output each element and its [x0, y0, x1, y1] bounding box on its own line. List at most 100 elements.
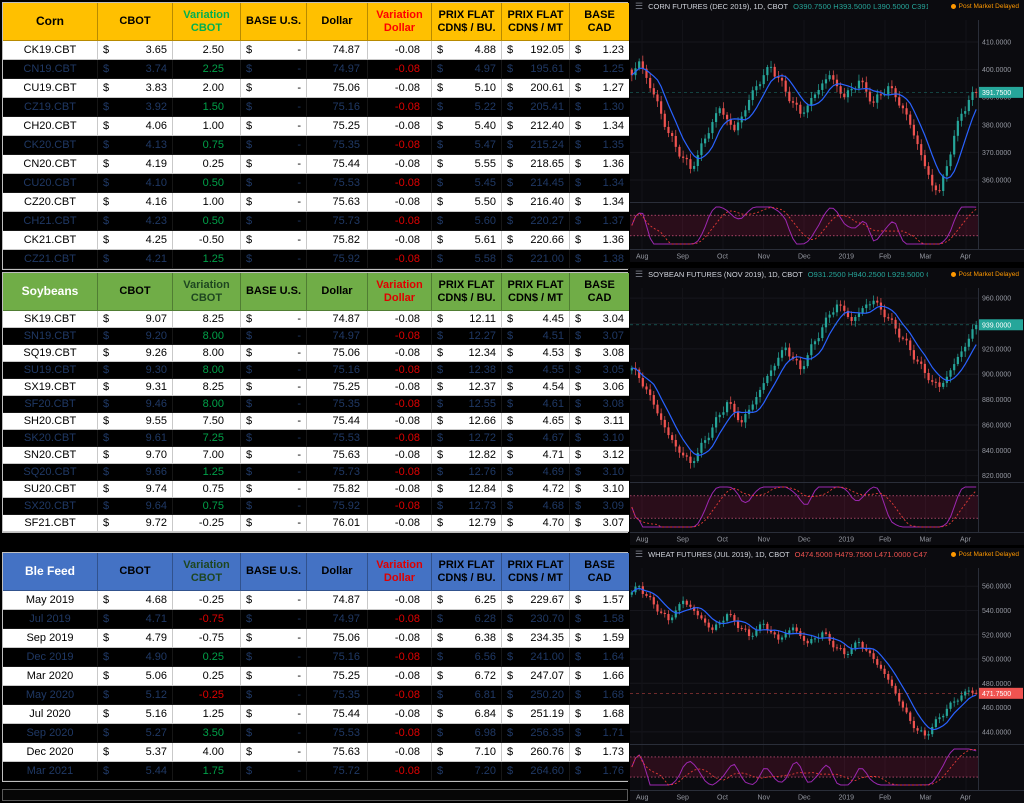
cell-flat_mt[interactable]: $230.70 — [502, 610, 570, 629]
cell-flat_mt[interactable]: $214.45 — [502, 174, 570, 193]
column-header-dollar[interactable]: Dollar — [307, 3, 368, 41]
row-label[interactable]: Jul 2019 — [3, 610, 98, 629]
cell-dollar[interactable]: 75.16 — [307, 362, 368, 379]
row-label[interactable]: CZ20.CBT — [3, 193, 98, 212]
cell-var_cbot[interactable]: -0.75 — [173, 629, 241, 648]
cell-cbot[interactable]: $4.21 — [98, 250, 173, 269]
row-label[interactable]: Dec 2019 — [3, 648, 98, 667]
cell-cbot[interactable]: $4.68 — [98, 591, 173, 610]
cell-var_dollar[interactable]: -0.08 — [368, 481, 432, 498]
cell-flat_bu[interactable]: $12.55 — [432, 396, 502, 413]
row-label[interactable]: SX19.CBT — [3, 379, 98, 396]
cell-flat_mt[interactable]: $4.65 — [502, 413, 570, 430]
cell-var_dollar[interactable]: -0.08 — [368, 193, 432, 212]
row-label[interactable]: SK19.CBT — [3, 311, 98, 328]
cell-flat_mt[interactable]: $215.24 — [502, 136, 570, 155]
cell-var_dollar[interactable]: -0.08 — [368, 648, 432, 667]
cell-flat_mt[interactable]: $221.00 — [502, 250, 570, 269]
cell-flat_bu[interactable]: $12.73 — [432, 498, 502, 515]
cell-base_us[interactable]: $ - — [241, 396, 307, 413]
cell-var_cbot[interactable]: 0.75 — [173, 136, 241, 155]
cell-var_cbot[interactable]: 8.25 — [173, 311, 241, 328]
cell-cbot[interactable]: $3.74 — [98, 60, 173, 79]
cell-var_dollar[interactable]: -0.08 — [368, 379, 432, 396]
column-header-base_us[interactable]: BASE U.S. — [241, 3, 307, 41]
row-label[interactable]: SX20.CBT — [3, 498, 98, 515]
cell-flat_bu[interactable]: $5.55 — [432, 155, 502, 174]
cell-flat_bu[interactable]: $5.22 — [432, 98, 502, 117]
cell-base_cad[interactable]: $3.05 — [570, 362, 629, 379]
cell-var_dollar[interactable]: -0.08 — [368, 212, 432, 231]
cell-flat_bu[interactable]: $5.60 — [432, 212, 502, 231]
cell-dollar[interactable]: 75.16 — [307, 98, 368, 117]
column-header-cbot[interactable]: CBOT — [98, 273, 173, 311]
cell-base_us[interactable]: $ - — [241, 464, 307, 481]
cell-cbot[interactable]: $4.06 — [98, 117, 173, 136]
cell-flat_mt[interactable]: $260.76 — [502, 743, 570, 762]
cell-base_us[interactable]: $ - — [241, 193, 307, 212]
cell-dollar[interactable]: 74.97 — [307, 328, 368, 345]
row-label[interactable]: SN20.CBT — [3, 447, 98, 464]
cell-base_us[interactable]: $ - — [241, 136, 307, 155]
cell-dollar[interactable]: 74.97 — [307, 60, 368, 79]
cell-flat_bu[interactable]: $5.45 — [432, 174, 502, 193]
cell-var_dollar[interactable]: -0.08 — [368, 328, 432, 345]
cell-var_cbot[interactable]: 1.25 — [173, 464, 241, 481]
table-title[interactable]: Corn — [3, 3, 98, 41]
cell-var_dollar[interactable]: -0.08 — [368, 98, 432, 117]
cell-cbot[interactable]: $5.16 — [98, 705, 173, 724]
cell-var_cbot[interactable]: 0.75 — [173, 498, 241, 515]
cell-var_cbot[interactable]: -0.25 — [173, 686, 241, 705]
cell-flat_mt[interactable]: $264.60 — [502, 762, 570, 781]
cell-dollar[interactable]: 75.35 — [307, 686, 368, 705]
cell-dollar[interactable]: 75.92 — [307, 498, 368, 515]
cell-dollar[interactable]: 75.06 — [307, 629, 368, 648]
cell-base_cad[interactable]: $3.08 — [570, 396, 629, 413]
cell-base_us[interactable]: $ - — [241, 430, 307, 447]
cell-dollar[interactable]: 74.87 — [307, 41, 368, 60]
cell-base_cad[interactable]: $3.04 — [570, 311, 629, 328]
cell-var_cbot[interactable]: 8.00 — [173, 396, 241, 413]
cell-base_us[interactable]: $ - — [241, 212, 307, 231]
cell-base_cad[interactable]: $1.58 — [570, 610, 629, 629]
cell-base_us[interactable]: $ - — [241, 117, 307, 136]
row-label[interactable]: Mar 2020 — [3, 667, 98, 686]
cell-base_cad[interactable]: $1.64 — [570, 648, 629, 667]
cell-cbot[interactable]: $5.27 — [98, 724, 173, 743]
cell-var_cbot[interactable]: 2.50 — [173, 41, 241, 60]
cell-cbot[interactable]: $9.26 — [98, 345, 173, 362]
cell-var_dollar[interactable]: -0.08 — [368, 250, 432, 269]
cell-flat_mt[interactable]: $250.20 — [502, 686, 570, 705]
column-header-cbot[interactable]: CBOT — [98, 3, 173, 41]
cell-var_dollar[interactable]: -0.08 — [368, 231, 432, 250]
cell-var_dollar[interactable]: -0.08 — [368, 629, 432, 648]
cell-dollar[interactable]: 75.63 — [307, 447, 368, 464]
cell-dollar[interactable]: 75.44 — [307, 705, 368, 724]
row-label[interactable]: May 2020 — [3, 686, 98, 705]
cell-base_us[interactable]: $ - — [241, 155, 307, 174]
column-header-var_cbot[interactable]: Variation CBOT — [173, 553, 241, 591]
cell-base_cad[interactable]: $1.36 — [570, 155, 629, 174]
cell-var_cbot[interactable]: 3.50 — [173, 724, 241, 743]
cell-base_cad[interactable]: $3.11 — [570, 413, 629, 430]
cell-dollar[interactable]: 75.35 — [307, 136, 368, 155]
candlestick-price-svg[interactable]: 360.0000 370.0000 380.0000 390.0000 400.0000… — [630, 0, 1024, 262]
cell-flat_mt[interactable]: $4.54 — [502, 379, 570, 396]
cell-var_dollar[interactable]: -0.08 — [368, 610, 432, 629]
cell-flat_bu[interactable]: $5.40 — [432, 117, 502, 136]
cell-flat_bu[interactable]: $5.58 — [432, 250, 502, 269]
cell-flat_mt[interactable]: $4.68 — [502, 498, 570, 515]
cell-cbot[interactable]: $4.19 — [98, 155, 173, 174]
cell-base_cad[interactable]: $1.38 — [570, 250, 629, 269]
cell-cbot[interactable]: $4.90 — [98, 648, 173, 667]
cell-var_cbot[interactable]: 8.00 — [173, 328, 241, 345]
column-header-flat_mt[interactable]: PRIX FLAT CDN$ / MT — [502, 273, 570, 311]
cell-var_cbot[interactable]: 1.00 — [173, 193, 241, 212]
cell-cbot[interactable]: $4.13 — [98, 136, 173, 155]
cell-base_us[interactable]: $ - — [241, 447, 307, 464]
cell-flat_bu[interactable]: $6.25 — [432, 591, 502, 610]
cell-base_cad[interactable]: $1.66 — [570, 667, 629, 686]
cell-flat_mt[interactable]: $4.70 — [502, 515, 570, 532]
cell-flat_bu[interactable]: $12.72 — [432, 430, 502, 447]
cell-dollar[interactable]: 75.92 — [307, 250, 368, 269]
